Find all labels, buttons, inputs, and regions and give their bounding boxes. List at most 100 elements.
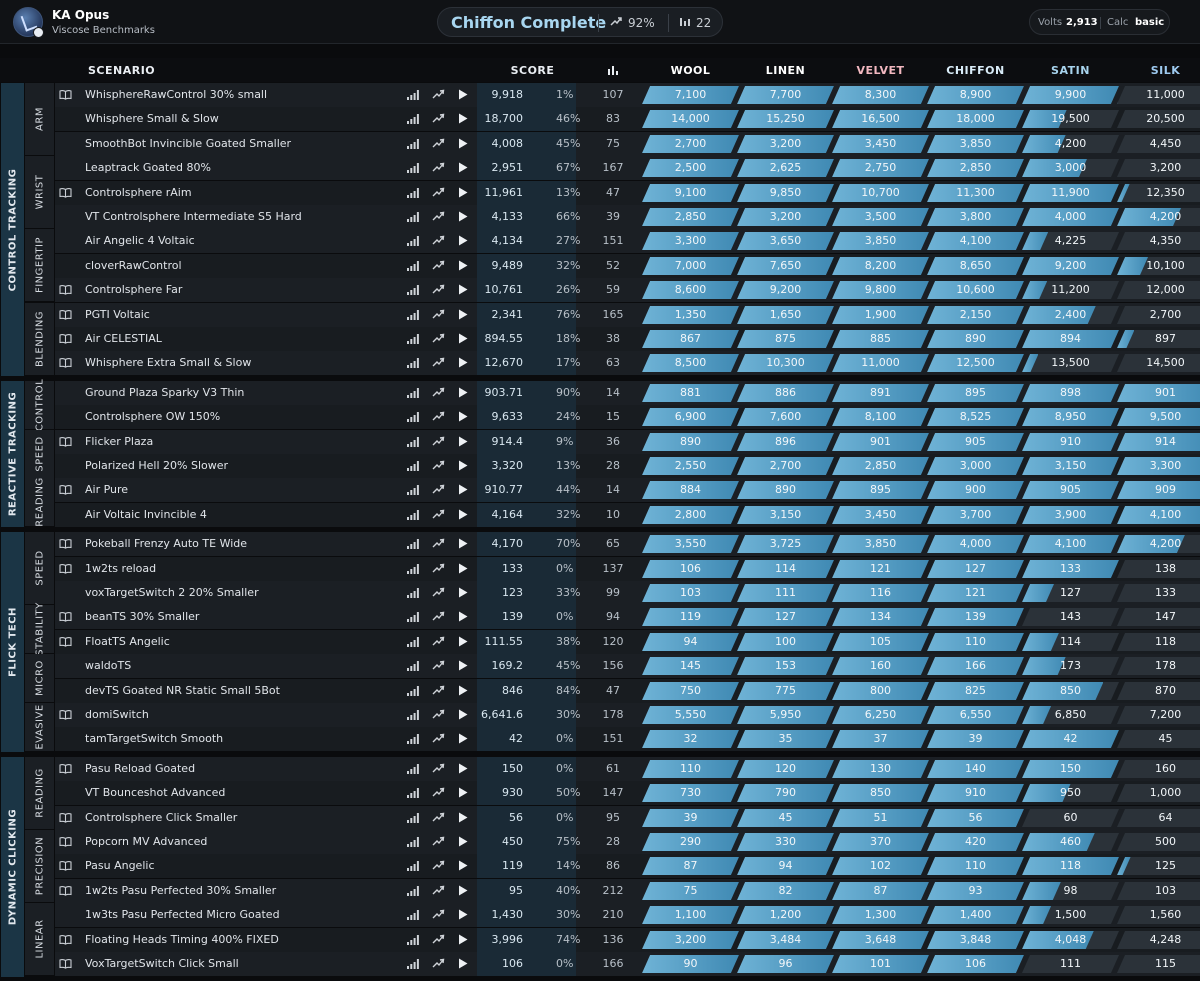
scenario-row[interactable]: cloverRawControl 9,489 32% 52 7,000 7,650 8,20…	[55, 254, 1200, 278]
guide-book-icon[interactable]	[59, 357, 72, 368]
trend-icon[interactable]	[432, 660, 445, 671]
trend-icon[interactable]	[432, 636, 445, 647]
scenario-row[interactable]: Pasu Reload Goated 150 0% 61 110 120 130 140 150…	[55, 757, 1200, 781]
stats-icon[interactable]	[407, 236, 419, 246]
play-icon[interactable]	[458, 284, 468, 295]
scenario-row[interactable]: Polarized Hell 20% Slower 3,320 13% 28 2,550…	[55, 454, 1200, 478]
scenario-name[interactable]: Ground Plaza Sparky V3 Thin	[85, 386, 245, 399]
stats-icon[interactable]	[407, 661, 419, 671]
column-velvet[interactable]: VELVET	[856, 64, 905, 77]
stats-icon[interactable]	[407, 310, 419, 320]
trend-icon[interactable]	[432, 733, 445, 744]
stats-icon[interactable]	[407, 612, 419, 622]
trend-icon[interactable]	[432, 958, 445, 969]
scenario-row[interactable]: 1w3ts Pasu Perfected Micro Goated 1,430 30…	[55, 903, 1200, 927]
stats-icon[interactable]	[407, 539, 419, 549]
trend-icon[interactable]	[432, 89, 445, 100]
trend-icon[interactable]	[432, 138, 445, 149]
scenario-name[interactable]: Controlsphere Far	[85, 283, 183, 296]
column-scenario[interactable]: SCENARIO	[88, 64, 156, 77]
trend-icon[interactable]	[432, 387, 445, 398]
play-icon[interactable]	[458, 436, 468, 447]
guide-book-icon[interactable]	[59, 333, 72, 344]
scenario-row[interactable]: Controlsphere rAim 11,961 13% 47 9,100 9,850 1…	[55, 181, 1200, 205]
stats-icon[interactable]	[407, 588, 419, 598]
stats-icon[interactable]	[407, 788, 419, 798]
column-wool[interactable]: WOOL	[670, 64, 711, 77]
scenario-row[interactable]: VoxTargetSwitch Click Small 106 0% 166 90 96 1…	[55, 952, 1200, 976]
stats-icon[interactable]	[407, 90, 419, 100]
scenario-row[interactable]: waldoTS 169.2 45% 156 145 153 160 166 173 178	[55, 654, 1200, 678]
trend-icon[interactable]	[432, 509, 445, 520]
scenario-row[interactable]: Floating Heads Timing 400% FIXED 3,996 74%…	[55, 928, 1200, 952]
scenario-name[interactable]: VT Bounceshot Advanced	[85, 786, 226, 799]
guide-book-icon[interactable]	[59, 636, 72, 647]
play-icon[interactable]	[458, 484, 468, 495]
trend-icon[interactable]	[432, 587, 445, 598]
column-score[interactable]: SCORE	[510, 64, 555, 77]
scenario-row[interactable]: Air Voltaic Invincible 4 4,164 32% 10 2,800 3…	[55, 503, 1200, 527]
stats-icon[interactable]	[407, 813, 419, 823]
stats-icon[interactable]	[407, 285, 419, 295]
scenario-row[interactable]: voxTargetSwitch 2 20% Smaller 123 33% 99 103…	[55, 581, 1200, 605]
scenario-name[interactable]: 1w3ts Pasu Perfected Micro Goated	[85, 908, 280, 921]
stats-icon[interactable]	[407, 959, 419, 969]
scenario-name[interactable]: cloverRawControl	[85, 259, 182, 272]
play-icon[interactable]	[458, 958, 468, 969]
scenario-row[interactable]: devTS Goated NR Static Small 5Bot 846 84% 4…	[55, 679, 1200, 703]
trend-icon[interactable]	[432, 162, 445, 173]
play-icon[interactable]	[458, 211, 468, 222]
guide-book-icon[interactable]	[59, 958, 72, 969]
scenario-row[interactable]: FloatTS Angelic 111.55 38% 120 94 100 105 110 11…	[55, 630, 1200, 654]
scenario-name[interactable]: Pasu Angelic	[85, 859, 155, 872]
guide-book-icon[interactable]	[59, 836, 72, 847]
guide-book-icon[interactable]	[59, 309, 72, 320]
stats-icon[interactable]	[407, 437, 419, 447]
play-icon[interactable]	[458, 235, 468, 246]
scenario-name[interactable]: VT Controlsphere Intermediate S5 Hard	[85, 210, 302, 223]
play-icon[interactable]	[458, 538, 468, 549]
scenario-name[interactable]: Air Pure	[85, 483, 129, 496]
trend-icon[interactable]	[432, 763, 445, 774]
stats-icon[interactable]	[407, 139, 419, 149]
scenario-name[interactable]: Polarized Hell 20% Slower	[85, 459, 229, 472]
trend-icon[interactable]	[432, 436, 445, 447]
play-icon[interactable]	[458, 387, 468, 398]
trend-icon[interactable]	[432, 211, 445, 222]
scenario-name[interactable]: Pasu Reload Goated	[85, 762, 196, 775]
play-icon[interactable]	[458, 563, 468, 574]
scenario-row[interactable]: 1w2ts reload 133 0% 137 106 114 121 127 133 138	[55, 557, 1200, 581]
scenario-name[interactable]: Controlsphere Click Smaller	[85, 811, 238, 824]
stats-icon[interactable]	[407, 886, 419, 896]
stats-icon[interactable]	[407, 910, 419, 920]
trend-icon[interactable]	[432, 538, 445, 549]
scenario-row[interactable]: Controlsphere OW 150% 9,633 24% 15 6,900 7,60…	[55, 405, 1200, 429]
scenario-name[interactable]: devTS Goated NR Static Small 5Bot	[85, 684, 280, 697]
guide-book-icon[interactable]	[59, 885, 72, 896]
trend-icon[interactable]	[432, 885, 445, 896]
play-icon[interactable]	[458, 89, 468, 100]
play-icon[interactable]	[458, 885, 468, 896]
guide-book-icon[interactable]	[59, 763, 72, 774]
stats-icon[interactable]	[407, 686, 419, 696]
play-icon[interactable]	[458, 836, 468, 847]
stats-icon[interactable]	[407, 861, 419, 871]
scenario-row[interactable]: Flicker Plaza 914.4 9% 36 890 896 901 905 910 914	[55, 430, 1200, 454]
scenario-row[interactable]: domiSwitch 6,641.6 30% 178 5,550 5,950 6,250 6,…	[55, 703, 1200, 727]
trend-icon[interactable]	[432, 836, 445, 847]
scenario-row[interactable]: Ground Plaza Sparky V3 Thin 903.71 90% 14 88…	[55, 381, 1200, 405]
trend-icon[interactable]	[432, 812, 445, 823]
trend-icon[interactable]	[432, 187, 445, 198]
trend-icon[interactable]	[432, 611, 445, 622]
scenario-name[interactable]: Popcorn MV Advanced	[85, 835, 208, 848]
play-icon[interactable]	[458, 309, 468, 320]
trend-icon[interactable]	[432, 333, 445, 344]
trend-icon[interactable]	[432, 460, 445, 471]
guide-book-icon[interactable]	[59, 284, 72, 295]
scenario-name[interactable]: voxTargetSwitch 2 20% Smaller	[85, 586, 259, 599]
trend-icon[interactable]	[432, 235, 445, 246]
scenario-row[interactable]: PGTI Voltaic 2,341 76% 165 1,350 1,650 1,900 2,…	[55, 303, 1200, 327]
scenario-name[interactable]: Controlsphere OW 150%	[85, 410, 221, 423]
play-icon[interactable]	[458, 660, 468, 671]
stats-icon[interactable]	[407, 188, 419, 198]
